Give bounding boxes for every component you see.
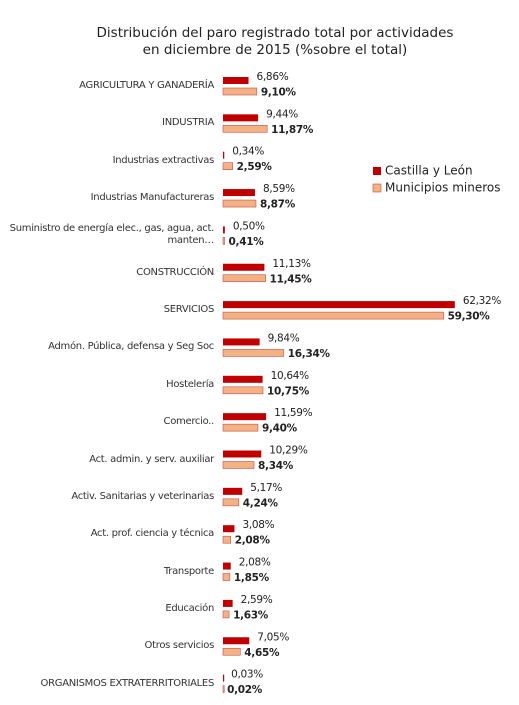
bar [222,87,258,96]
value-label: 0,03% [231,669,263,681]
value-label: 2,59% [237,161,273,173]
value-label: 11,87% [271,124,314,136]
bar [222,573,231,581]
bar [223,263,265,271]
bar [222,386,264,395]
value-label: 0,50% [233,220,265,232]
value-label: 62,32% [463,295,502,307]
value-label: 16,34% [288,348,331,360]
bar [223,151,225,159]
value-label: 9,10% [261,87,297,99]
category-label: Act. admin. y serv. auxiliar [89,453,214,465]
value-label: 5,17% [250,482,282,494]
category-label: Otros servicios [144,640,215,652]
category-label: AGRICULTURA Y GANADERÍA [79,80,214,91]
value-label: 0,41% [229,236,265,248]
category-label: Act. prof. ciencia y técnica [90,528,215,540]
legend-swatch [372,183,382,193]
value-label: 2,08% [235,535,271,547]
bar [222,535,232,544]
bar [223,450,262,458]
bar [222,423,259,432]
bar [223,338,260,346]
value-label: 0,02% [227,684,263,696]
value-label: 3,08% [242,519,274,531]
bar [222,274,266,283]
value-label: 11,59% [274,407,313,419]
category-label: Hostelería [166,378,214,390]
bar [222,199,257,208]
bar [222,311,444,320]
category-label: INDUSTRIA [162,117,214,129]
bar [222,162,233,170]
category-label: Transporte [163,565,214,577]
value-label: 1,63% [233,609,269,621]
bar [222,125,268,133]
category-label: Industrias extractivas [112,154,215,166]
bar [223,114,259,122]
value-label: 4,65% [244,647,280,659]
category-label: Activ. Sanitarias y veterinarias [71,490,214,502]
chart-title: Distribución del paro registrado total p… [97,25,454,41]
value-label: 11,45% [270,273,313,285]
bar [223,599,233,607]
bar [222,647,241,656]
bar [223,77,249,84]
value-label: 9,84% [268,332,300,344]
value-label: 9,44% [266,108,298,120]
bar [223,674,225,682]
category-label: SERVICIOS [163,304,215,316]
bar [223,301,455,309]
bar [223,637,250,645]
value-label: 6,86% [257,71,289,83]
value-label: 9,40% [262,423,298,435]
value-label: 10,29% [269,445,308,457]
chart-title: en diciembre de 2015 (%sobre el total) [143,42,408,58]
legend-swatch [373,167,381,175]
value-label: 10,75% [267,385,310,397]
value-label: 1,85% [234,572,270,584]
value-label: 2,08% [239,557,271,569]
bar [222,237,225,245]
bar [223,413,267,421]
value-label: 8,87% [260,199,296,211]
bar [223,487,243,495]
value-label: 2,59% [241,594,273,606]
bar [223,189,255,197]
category-label: Comercio.. [163,416,215,428]
category-label: Educación [165,602,214,614]
bar [222,349,285,357]
value-label: 0,34% [232,146,264,158]
bar [223,375,263,383]
category-label: CONSTRUCCIÓN [136,266,214,278]
bar [222,461,255,469]
bar [223,525,235,533]
legend-label: Castilla y León [385,164,473,178]
bar [223,226,225,234]
bar [222,610,230,619]
legend-label: Municipios mineros [385,181,500,195]
bar [222,498,240,507]
value-label: 11,13% [272,258,311,270]
bar [223,562,231,570]
value-label: 8,59% [263,183,295,195]
value-label: 7,05% [257,631,289,643]
value-label: 10,64% [271,370,310,382]
value-label: 8,34% [258,460,294,472]
category-label: Suministro de energía elec., gas, agua, … [9,223,215,247]
value-label: 4,24% [243,497,279,509]
category-label: Industrias Manufactureras [90,192,215,204]
value-label: 59,30% [448,311,491,323]
category-label: ORGANISMOS EXTRATERRITORIALES [40,677,215,689]
category-label: Admón. Pública, defensa y Seg Soc [48,341,214,353]
bar [222,685,225,693]
